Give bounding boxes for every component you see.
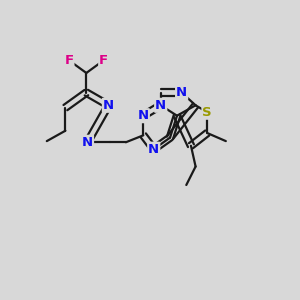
Text: S: S	[202, 106, 212, 119]
Text: N: N	[82, 136, 93, 149]
Text: N: N	[103, 99, 114, 112]
Text: N: N	[138, 109, 149, 122]
Text: F: F	[99, 54, 108, 67]
Text: N: N	[148, 143, 159, 156]
Text: N: N	[176, 86, 187, 99]
Text: F: F	[64, 54, 74, 67]
Text: N: N	[155, 99, 166, 112]
